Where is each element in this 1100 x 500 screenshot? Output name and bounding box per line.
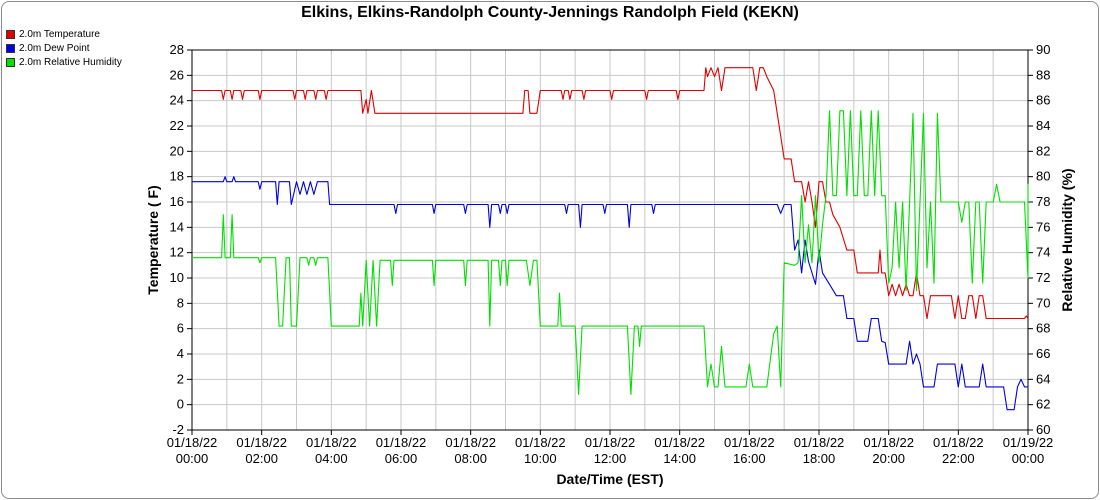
x-tick-label-date: 01/18/22 xyxy=(863,435,914,450)
y-right-tick-label: 70 xyxy=(1036,295,1050,310)
y-right-tick-label: 74 xyxy=(1036,245,1050,260)
y-right-tick-label: 84 xyxy=(1036,118,1050,133)
y-right-tick-label: 78 xyxy=(1036,194,1050,209)
y-left-tick-label: -2 xyxy=(172,422,184,437)
y-left-tick-label: 0 xyxy=(177,397,184,412)
legend-label-relative-humidity: 2.0m Relative Humidity xyxy=(19,56,122,68)
y-left-tick-label: 12 xyxy=(170,245,184,260)
x-tick-label-date: 01/18/22 xyxy=(724,435,775,450)
y-left-tick-label: 14 xyxy=(170,219,184,234)
legend-item-dew-point: 2.0m Dew Point xyxy=(6,41,122,55)
x-tick-label-time: 00:00 xyxy=(1012,451,1045,466)
y-left-axis-label: Temperature ( F) xyxy=(145,185,161,294)
x-tick-label-time: 20:00 xyxy=(872,451,905,466)
y-right-tick-label: 90 xyxy=(1036,42,1050,57)
series-line-2-0m-dew-point xyxy=(192,176,1028,411)
x-tick-label-date: 01/18/22 xyxy=(445,435,496,450)
x-tick-label-time: 10:00 xyxy=(524,451,557,466)
y-left-tick-label: 4 xyxy=(177,346,184,361)
y-left-tick-label: 16 xyxy=(170,194,184,209)
x-tick-label-date: 01/18/22 xyxy=(376,435,427,450)
legend-swatch-relative-humidity xyxy=(6,57,15,67)
y-right-tick-label: 72 xyxy=(1036,270,1050,285)
y-left-tick-label: 10 xyxy=(170,270,184,285)
legend-swatch-dew-point xyxy=(6,43,15,53)
x-tick-label-date: 01/18/22 xyxy=(167,435,218,450)
y-right-tick-label: 80 xyxy=(1036,169,1050,184)
x-tick-label-time: 08:00 xyxy=(454,451,487,466)
y-left-tick-label: 26 xyxy=(170,67,184,82)
legend-label-dew-point: 2.0m Dew Point xyxy=(19,42,90,54)
legend-item-temperature: 2.0m Temperature xyxy=(6,27,122,41)
x-tick-label-date: 01/18/22 xyxy=(306,435,357,450)
x-tick-label-time: 02:00 xyxy=(245,451,278,466)
y-right-tick-label: 60 xyxy=(1036,422,1050,437)
y-left-tick-label: 2 xyxy=(177,371,184,386)
series-line-2-0m-relative-humidity xyxy=(192,110,1029,396)
x-tick-label-time: 22:00 xyxy=(942,451,975,466)
legend: 2.0m Temperature 2.0m Dew Point 2.0m Rel… xyxy=(6,27,122,69)
x-tick-label-time: 12:00 xyxy=(594,451,627,466)
x-tick-label-time: 18:00 xyxy=(803,451,836,466)
y-left-tick-label: 18 xyxy=(170,169,184,184)
y-right-tick-label: 62 xyxy=(1036,397,1050,412)
y-right-tick-label: 64 xyxy=(1036,371,1050,386)
x-tick-label-date: 01/18/22 xyxy=(654,435,705,450)
y-left-tick-label: 20 xyxy=(170,143,184,158)
y-right-tick-label: 68 xyxy=(1036,321,1050,336)
y-right-axis-label: Relative Humidity (%) xyxy=(1059,168,1075,311)
series-line-2-0m-temperature xyxy=(192,67,1029,320)
y-left-tick-label: 8 xyxy=(177,295,184,310)
y-left-tick-label: 24 xyxy=(170,93,184,108)
x-tick-label-time: 00:00 xyxy=(176,451,209,466)
x-tick-label-date: 01/18/22 xyxy=(933,435,984,450)
y-left-tick-label: 6 xyxy=(177,321,184,336)
legend-swatch-temperature xyxy=(6,29,15,39)
x-tick-label-time: 14:00 xyxy=(663,451,696,466)
y-left-tick-label: 28 xyxy=(170,42,184,57)
legend-label-temperature: 2.0m Temperature xyxy=(19,28,100,40)
y-right-tick-label: 76 xyxy=(1036,219,1050,234)
x-tick-label-date: 01/18/22 xyxy=(794,435,845,450)
y-right-tick-label: 66 xyxy=(1036,346,1050,361)
y-right-tick-label: 82 xyxy=(1036,143,1050,158)
chart-title: Elkins, Elkins-Randolph County-Jennings … xyxy=(301,4,799,21)
x-tick-label-date: 01/18/22 xyxy=(585,435,636,450)
x-tick-label-date: 01/18/22 xyxy=(515,435,566,450)
y-right-tick-label: 88 xyxy=(1036,67,1050,82)
y-left-tick-label: 22 xyxy=(170,118,184,133)
x-axis-label: Date/Time (EST) xyxy=(556,471,663,487)
x-tick-label-date: 01/18/22 xyxy=(236,435,287,450)
y-right-tick-label: 86 xyxy=(1036,93,1050,108)
x-tick-label-time: 16:00 xyxy=(733,451,766,466)
x-tick-label-time: 06:00 xyxy=(385,451,418,466)
x-tick-label-date: 01/19/22 xyxy=(1003,435,1054,450)
legend-item-relative-humidity: 2.0m Relative Humidity xyxy=(6,55,122,69)
x-tick-label-time: 04:00 xyxy=(315,451,348,466)
